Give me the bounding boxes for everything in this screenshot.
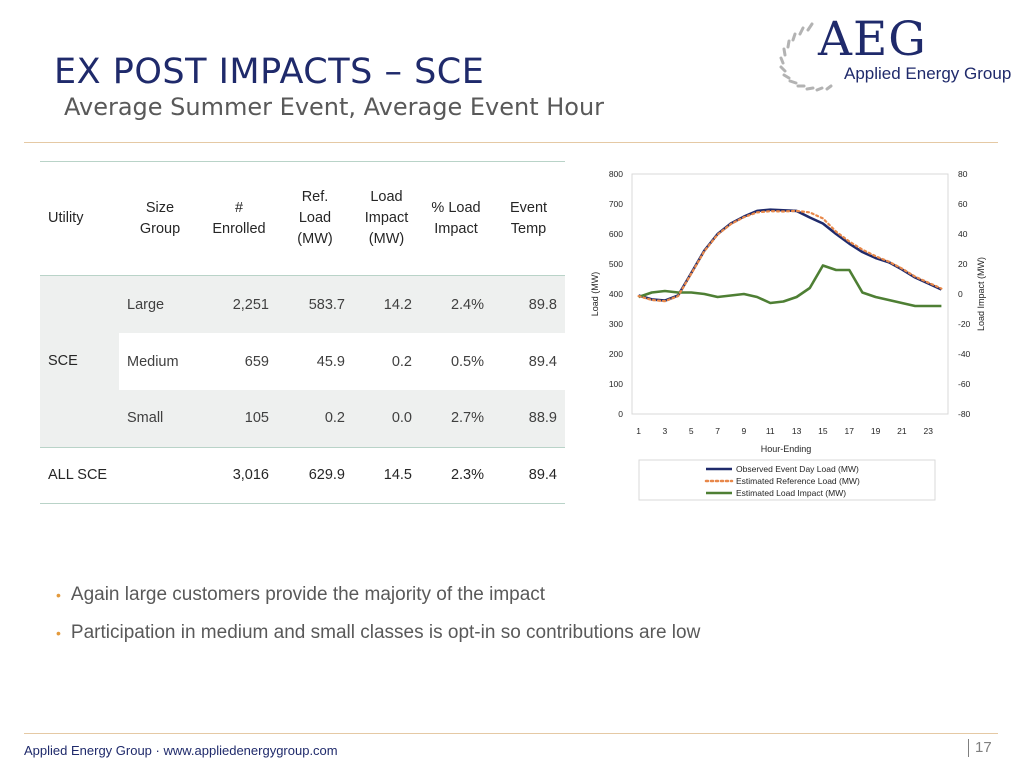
- ref-load-cell: 583.7: [308, 296, 345, 313]
- y-tick-label-left: 200: [609, 349, 623, 359]
- x-tick-label: 13: [792, 426, 802, 436]
- table-header-row: Utility Size Group # Enrolled Ref. Load (MW)…: [40, 161, 565, 276]
- table-row: SCE Large 2,251 583.7 14.2 2.4% 89.8: [40, 276, 565, 447]
- impact-cell: 0.2: [391, 353, 412, 370]
- bullet-text: Again large customers provide the majori…: [70, 584, 546, 605]
- y-tick-label-left: 700: [609, 199, 623, 209]
- x-tick-label: 7: [715, 426, 720, 436]
- slide-subtitle: Average Summer Event, Average Event Hour: [64, 93, 605, 121]
- header-enrolled: # Enrolled: [212, 199, 266, 237]
- y-tick-label-left: 800: [609, 169, 623, 179]
- pct-impact-cell: 2.4%: [450, 296, 484, 313]
- y-tick-label-right: 20: [958, 259, 968, 269]
- bullet-list: • Again large customers provide the major…: [56, 576, 700, 652]
- ref-load-cell: 0.2: [324, 410, 345, 427]
- size-group-cell: Small: [127, 410, 164, 427]
- impacts-table: Utility Size Group # Enrolled Ref. Load (MW)…: [40, 161, 565, 504]
- x-tick-label: 1: [636, 426, 641, 436]
- impact-cell: 0.0: [391, 410, 412, 427]
- legend-label: Estimated Load Impact (MW): [736, 488, 846, 498]
- header-utility: Utility: [48, 210, 84, 226]
- y-axis-label-right: Load Impact (MW): [976, 257, 986, 331]
- total-temp: 89.4: [528, 467, 557, 483]
- slide-title: EX POST IMPACTS – SCE: [54, 52, 485, 92]
- y-tick-label-right: 40: [958, 229, 968, 239]
- y-tick-label-right: -60: [958, 379, 971, 389]
- temp-cell: 89.8: [528, 296, 557, 313]
- header-pct-impact: % Load Impact: [431, 199, 481, 237]
- y-tick-label-left: 300: [609, 319, 623, 329]
- header-ref-load: Ref. Load (MW): [297, 189, 333, 247]
- y-tick-label-left: 500: [609, 259, 623, 269]
- ref-load-cell: 45.9: [316, 353, 345, 370]
- pct-impact-cell: 2.7%: [450, 410, 484, 427]
- y-axis-label-left: Load (MW): [590, 272, 600, 317]
- y-tick-label-right: -80: [958, 409, 971, 419]
- pct-impact-cell: 0.5%: [450, 353, 484, 370]
- series-line-load-impact: [638, 264, 942, 308]
- y-tick-label-right: 0: [958, 289, 963, 299]
- series-line-reference-load: [637, 209, 943, 303]
- x-tick-label: 15: [818, 426, 828, 436]
- x-tick-label: 11: [766, 426, 775, 436]
- footer-text: Applied Energy Group · www.appliedenergy…: [24, 743, 338, 758]
- bullet-item: • Again large customers provide the major…: [56, 576, 700, 614]
- total-ref-load: 629.9: [308, 467, 345, 483]
- table-total-row: ALL SCE 3,016 629.9 14.5 2.3% 89.4: [40, 447, 565, 503]
- header-load-impact: Load Impact (MW): [364, 189, 409, 247]
- aeg-logo-swirl-icon: [779, 22, 833, 92]
- y-tick-label-left: 400: [609, 289, 623, 299]
- y-tick-label-left: 600: [609, 229, 623, 239]
- y-tick-label-right: -20: [958, 319, 971, 329]
- legend-label: Estimated Reference Load (MW): [736, 476, 860, 486]
- x-tick-label: 19: [871, 426, 881, 436]
- bullet-dot-icon: •: [56, 625, 61, 641]
- x-tick-label: 9: [742, 426, 747, 436]
- header-event-temp: Event Temp: [509, 199, 548, 237]
- logo-text: AEG: [818, 12, 927, 67]
- x-tick-label: 3: [663, 426, 668, 436]
- logo-company-name: Applied Energy Group: [844, 64, 1012, 83]
- size-group-cell: Large: [127, 296, 165, 313]
- y-tick-label-right: 60: [958, 199, 968, 209]
- x-axis-label: Hour-Ending: [761, 444, 812, 454]
- bullet-text: Participation in medium and small classe…: [70, 622, 701, 643]
- page-number: 17: [968, 739, 992, 757]
- load-impact-chart: 0 100 200 300 400 500 600 700 800 -80 -60 -40 -20 0 2…: [590, 169, 986, 501]
- temp-cell: 89.4: [528, 353, 557, 370]
- size-group-cell: Medium: [127, 353, 179, 370]
- utility-cell: SCE: [40, 276, 119, 447]
- x-tick-label: 21: [897, 426, 907, 436]
- y-tick-label-right: 80: [958, 169, 968, 179]
- bullet-item: • Participation in medium and small class…: [56, 614, 700, 652]
- enrolled-cell: 659: [244, 353, 269, 370]
- total-label: ALL SCE: [48, 467, 108, 483]
- bullet-dot-icon: •: [56, 587, 61, 603]
- y-tick-label-left: 100: [609, 379, 623, 389]
- plot-frame: [631, 173, 949, 415]
- chart-legend: [638, 459, 936, 501]
- footer-divider: [24, 733, 998, 734]
- header-divider: [24, 142, 998, 143]
- impact-cell: 14.2: [383, 296, 412, 313]
- temp-cell: 88.9: [528, 410, 557, 427]
- legend-label: Observed Event Day Load (MW): [736, 464, 859, 474]
- y-tick-label-left: 0: [618, 409, 623, 419]
- table-row: Small 105 0.2 0.0 2.7% 88.9: [40, 390, 565, 447]
- x-tick-label: 5: [689, 426, 694, 436]
- x-tick-label: 17: [845, 426, 855, 436]
- table-row: Medium 659 45.9 0.2 0.5% 89.4: [40, 333, 565, 390]
- y-tick-label-right: -40: [958, 349, 971, 359]
- enrolled-cell: 2,251: [232, 296, 269, 313]
- x-tick-label: 23: [924, 426, 934, 436]
- total-enrolled: 3,016: [232, 467, 269, 483]
- total-impact: 14.5: [383, 467, 412, 483]
- enrolled-cell: 105: [244, 410, 269, 427]
- total-pct-impact: 2.3%: [450, 467, 484, 483]
- header-size-group: Size Group: [139, 199, 181, 237]
